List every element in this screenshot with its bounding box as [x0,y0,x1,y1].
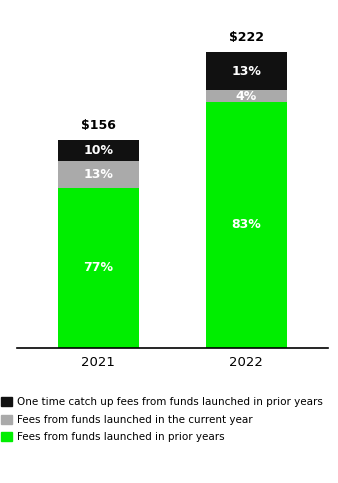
Text: 77%: 77% [83,261,113,274]
Text: 4%: 4% [236,90,257,103]
Text: 10%: 10% [83,144,113,156]
Bar [206,90,287,102]
Bar [57,160,139,187]
Bar [206,102,287,348]
Text: 13%: 13% [83,168,113,181]
Bar [206,52,287,90]
Bar [57,140,139,160]
Text: 83%: 83% [232,218,261,231]
Legend: One time catch up fees from funds launched in prior years, Fees from funds launc: One time catch up fees from funds launch… [0,393,327,447]
Text: $156: $156 [81,119,116,132]
Text: $222: $222 [229,31,264,44]
Bar [57,187,139,348]
Text: 13%: 13% [232,65,261,78]
